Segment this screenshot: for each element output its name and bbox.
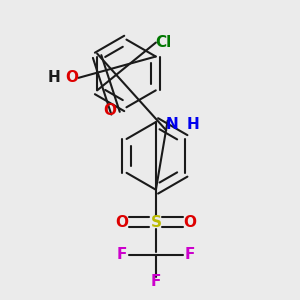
- Text: H: H: [48, 70, 61, 86]
- Text: N: N: [166, 118, 178, 133]
- Text: F: F: [117, 247, 127, 262]
- Text: O: O: [104, 103, 117, 118]
- Text: O: O: [183, 214, 196, 230]
- Text: O: O: [116, 214, 128, 230]
- Text: F: F: [184, 247, 195, 262]
- Text: H: H: [186, 118, 199, 133]
- Text: F: F: [151, 274, 161, 289]
- Text: S: S: [150, 214, 161, 230]
- Text: O: O: [65, 70, 79, 86]
- Text: Cl: Cl: [155, 35, 171, 50]
